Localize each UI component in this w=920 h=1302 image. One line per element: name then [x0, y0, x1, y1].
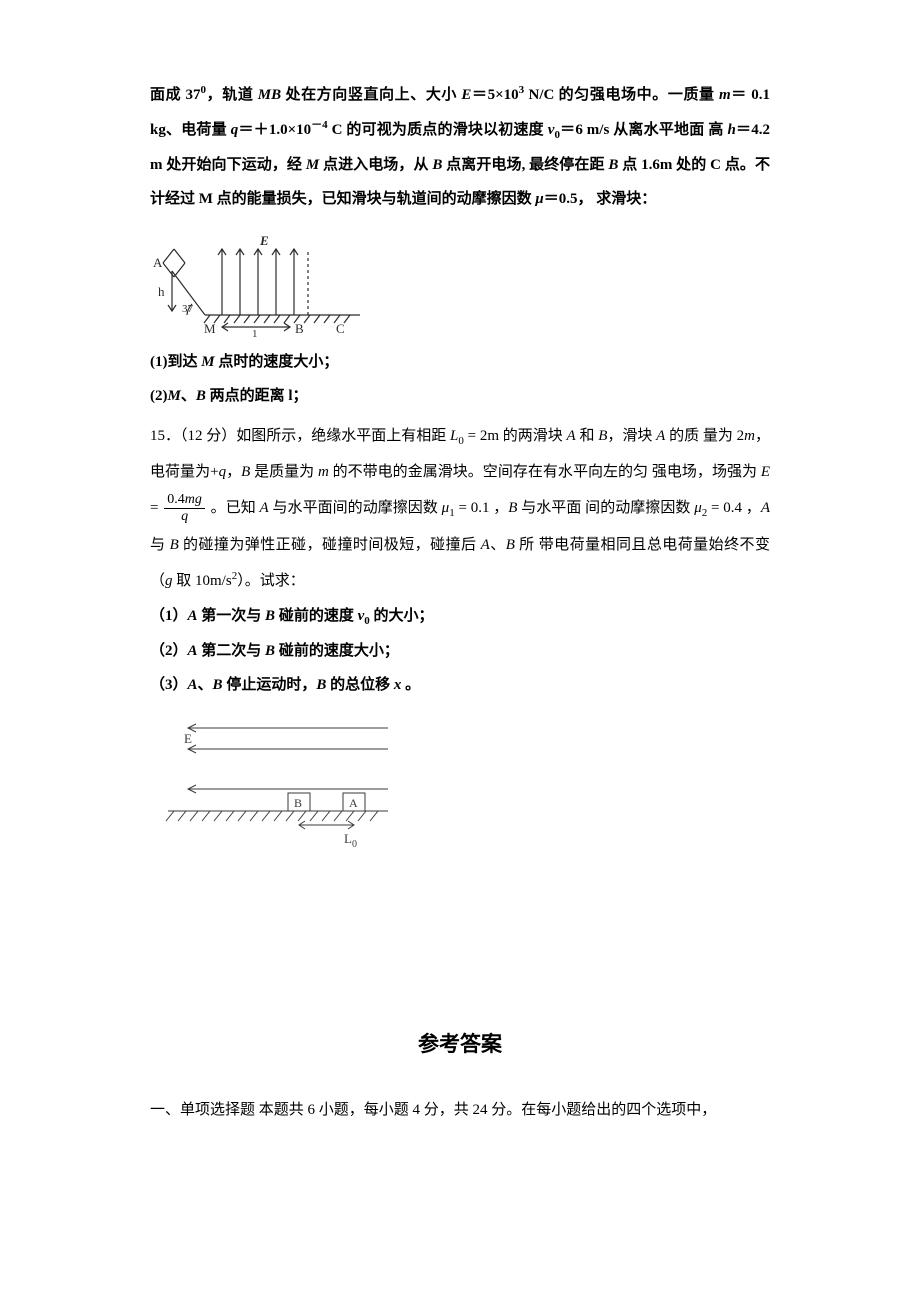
svg-text:1: 1 — [252, 328, 258, 339]
q15-intro: 15．（12 分）如图所示，绝缘水平面上有相距 L0 = 2m 的两滑块 A 和… — [150, 418, 770, 599]
q15-sub1: （1）A 第一次与 B 碰前的速度 v0 的大小； — [150, 599, 770, 634]
svg-text:A: A — [153, 255, 163, 270]
q14-sub2: (2)M、B 两点的距离 l； — [150, 379, 770, 414]
svg-text:M: M — [204, 321, 216, 336]
svg-text:B: B — [294, 796, 302, 810]
q15-figure: E B A — [158, 713, 408, 848]
svg-text:37: 37 — [182, 303, 194, 315]
q14-sub1: (1)到达 M 点时的速度大小； — [150, 345, 770, 380]
svg-text:E: E — [184, 731, 192, 746]
q14-intro: 面成 370，轨道 MB 处在方向竖直向上、大小 E＝5×103 N/C 的匀强… — [150, 78, 770, 217]
q15-sub3: （3）A、B 停止运动时，B 的总位移 x 。 — [150, 668, 770, 703]
answers-section1: 一、单项选择题 本题共 6 小题，每小题 4 分，共 24 分。在每小题给出的四… — [150, 1094, 770, 1127]
svg-text:B: B — [295, 321, 304, 336]
svg-text:C: C — [336, 321, 345, 336]
answers-title: 参考答案 — [150, 1028, 770, 1058]
svg-text:E: E — [259, 233, 269, 248]
q14-figure: A E h 37 M 1 B C — [150, 219, 365, 339]
svg-text:L0: L0 — [344, 831, 357, 848]
q15-sub2: （2）A 第二次与 B 碰前的速度大小； — [150, 634, 770, 669]
svg-text:A: A — [349, 796, 358, 810]
svg-text:h: h — [158, 284, 165, 299]
